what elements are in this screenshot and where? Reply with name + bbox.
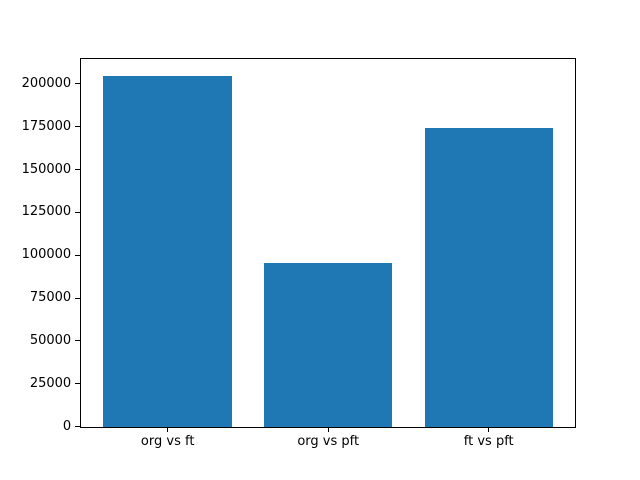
x-axis-tick-label: org vs ft	[140, 433, 195, 449]
y-axis-tick-label: 100000	[21, 247, 72, 263]
y-axis-tick-label: 25000	[29, 375, 72, 391]
y-axis-tick-label: 150000	[21, 161, 72, 177]
bar-ft-vs-pft	[424, 128, 553, 427]
y-axis-tick-label: 125000	[21, 204, 72, 220]
y-axis-tick-label: 75000	[29, 290, 72, 306]
y-tick-mark	[75, 83, 81, 85]
y-axis-tick-label: 0	[62, 418, 72, 434]
x-axis-tick-label: ft vs pft	[463, 433, 514, 449]
y-axis-tick-label: 50000	[29, 332, 72, 348]
y-tick-mark	[75, 211, 81, 213]
x-tick-mark	[167, 426, 169, 432]
y-tick-mark	[75, 126, 81, 128]
y-axis-tick-label: 175000	[21, 118, 72, 134]
y-tick-mark	[75, 340, 81, 342]
y-tick-mark	[75, 297, 81, 299]
y-tick-mark	[75, 383, 81, 385]
y-tick-mark	[75, 169, 81, 171]
x-axis-tick-label: org vs pft	[297, 433, 360, 449]
plot-area: 0 25000 50000 75000 100000 125000 150000 175000…	[22, 57, 577, 449]
x-tick-mark	[327, 426, 329, 432]
y-axis-tick-label: 200000	[21, 75, 72, 91]
bar-org-vs-pft	[263, 262, 393, 427]
x-tick-mark	[488, 426, 490, 432]
bar-org-vs-ft	[103, 76, 232, 427]
y-tick-mark	[75, 426, 81, 428]
y-tick-mark	[75, 254, 81, 256]
